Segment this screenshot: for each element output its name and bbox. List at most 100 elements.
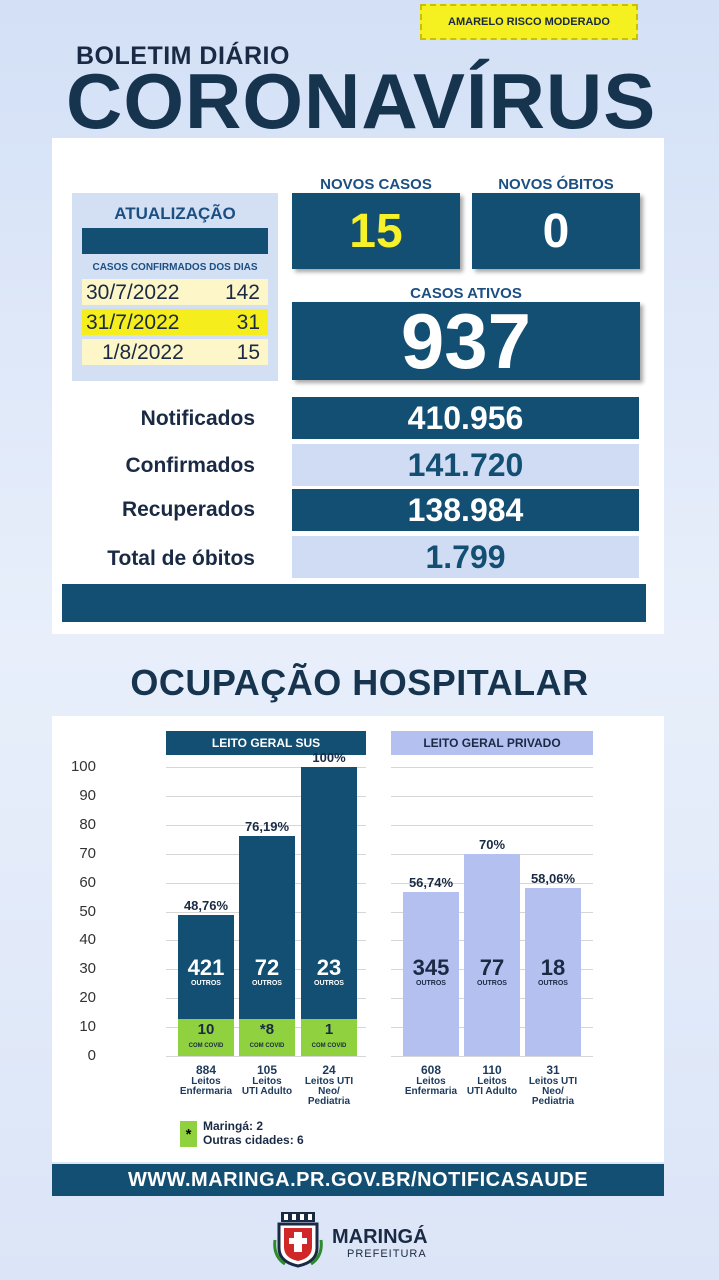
logo-subtitle: PREFEITURA — [347, 1248, 427, 1260]
site-url-link[interactable]: WWW.MARINGA.PR.GOV.BR/NOTIFICASAUDE — [52, 1164, 664, 1196]
logo-name: MARINGÁ — [332, 1226, 428, 1248]
daily-count: 142 — [224, 281, 260, 304]
y-tick-label: 70 — [79, 844, 96, 862]
daily-count: 31 — [236, 311, 260, 334]
maringa-crest-icon — [273, 1212, 323, 1268]
bed-count: 884 — [195, 1063, 217, 1077]
bulletin-subtitle: BOLETIM DIÁRIO — [76, 42, 290, 70]
bar-percent-label: 100% — [312, 750, 346, 765]
bar-percent-label: 76,19% — [244, 818, 290, 834]
bed-count: 110 — [482, 1063, 502, 1077]
x-axis-label: 31 Leitos UTI Neo/Pediatria — [520, 1064, 586, 1107]
bed-count: 24 — [322, 1063, 336, 1077]
bar-outros-label: OUTROS — [538, 979, 568, 987]
daily-row: 31/7/2022 31 — [82, 309, 268, 335]
chart-bar: 77 OUTROS — [464, 853, 520, 1056]
bar-outros-value: 77 — [479, 954, 505, 980]
daily-date: 1/8/2022 — [102, 341, 184, 364]
grid-line — [391, 824, 593, 826]
covid-label: COM COVID — [311, 1043, 347, 1049]
bed-type-label: Leitos UTI — [304, 1076, 354, 1087]
daily-date: 30/7/2022 — [86, 281, 180, 304]
summary-footer-bar — [62, 584, 646, 622]
y-tick-label: 20 — [79, 989, 96, 1007]
y-tick-label: 40 — [79, 931, 96, 949]
bar-outros-value: 421 — [187, 954, 225, 980]
update-title: ATUALIZAÇÃO — [114, 204, 236, 223]
bar-outros-label: OUTROS — [477, 979, 507, 987]
covid-note-icon: * — [180, 1121, 197, 1147]
stat-value-obitos: 1.799 — [292, 536, 639, 578]
y-tick-label: 0 — [87, 1047, 96, 1064]
update-caption: CASOS CONFIRMADOS DOS DIAS — [92, 262, 258, 273]
page-title: CORONAVÍRUS — [66, 57, 657, 145]
grid-line — [166, 824, 366, 826]
sus-header: LEITO GERAL SUS — [166, 731, 366, 755]
bed-type-label: UTI Adulto — [466, 1086, 518, 1097]
hospital-title: OCUPAÇÃO HOSPITALAR — [130, 662, 589, 703]
daily-row: 1/8/2022 15 — [82, 339, 268, 365]
risk-level-badge: AMARELO RISCO MODERADO — [420, 4, 638, 40]
y-tick-label: 10 — [79, 1018, 96, 1036]
note-outras: Outras cidades: 6 — [203, 1133, 304, 1147]
active-cases-label: CASOS ATIVOS — [410, 285, 522, 302]
covid-label: COM COVID — [249, 1043, 285, 1049]
chart-bar: 18 OUTROS — [525, 888, 581, 1056]
bar-outros-value: 345 — [412, 954, 450, 980]
bar-outros-label: OUTROS — [416, 979, 446, 987]
active-cases-value: 937 — [292, 297, 640, 385]
chart-bar: 345 OUTROS — [403, 892, 459, 1056]
new-deaths-label: NOVOS ÓBITOS — [498, 176, 614, 193]
bed-count: 31 — [546, 1063, 560, 1077]
y-tick-label: 60 — [79, 873, 96, 891]
stat-value-notificados: 410.956 — [292, 397, 639, 439]
grid-line — [391, 767, 593, 768]
bed-type-label: Neo/ — [542, 1086, 564, 1097]
daily-row: 30/7/2022 142 — [82, 279, 268, 305]
bed-type-label: Enfermaria — [404, 1086, 458, 1097]
stat-label-recuperados: Recuperados — [121, 498, 255, 521]
grid-line — [166, 795, 366, 797]
covid-label: COM COVID — [188, 1043, 224, 1049]
bed-type-label: Leitos — [416, 1076, 446, 1087]
grid-line — [166, 767, 366, 768]
chart-bar: 72 OUTROS — [239, 835, 295, 1019]
new-cases-value: 15 — [292, 193, 460, 269]
y-tick-label: 50 — [79, 902, 96, 920]
y-tick-label: 90 — [79, 786, 96, 804]
bar-outros-label: OUTROS — [191, 979, 221, 987]
bar-percent-label: 70% — [478, 836, 506, 852]
x-axis-label: 105 Leitos UTI Adulto — [234, 1064, 300, 1097]
y-tick-label: 80 — [79, 815, 96, 833]
covid-bar: 1 COM COVID — [301, 1019, 357, 1056]
covid-bar: *8 COM COVID — [239, 1019, 295, 1056]
bar-outros-label: OUTROS — [252, 979, 282, 987]
stat-value-recuperados: 138.984 — [292, 489, 639, 531]
stat-label-obitos: Total de óbitos — [107, 547, 255, 570]
bar-outros-value: 18 — [540, 954, 566, 980]
bed-type-label: Pediatria — [531, 1096, 575, 1107]
y-tick-label: 100 — [70, 758, 96, 775]
x-axis-label: 884 Leitos Enfermaria — [173, 1064, 239, 1097]
bed-count: 105 — [256, 1063, 278, 1077]
bar-percent-label: 58,06% — [530, 871, 576, 887]
bed-type-label: Enfermaria — [179, 1086, 233, 1097]
bed-type-label: Leitos — [191, 1076, 221, 1087]
x-axis-label: 24 Leitos UTI Neo/Pediatria — [296, 1064, 362, 1107]
y-tick-label: 30 — [79, 960, 96, 978]
privado-header: LEITO GERAL PRIVADO — [391, 731, 593, 755]
bed-type-label: Leitos — [477, 1076, 507, 1087]
grid-line — [391, 1056, 593, 1057]
covid-value: 10 — [197, 1021, 215, 1038]
chart-bar: 23 OUTROS — [301, 767, 357, 1019]
new-cases-label: NOVOS CASOS — [320, 176, 432, 193]
bed-type-label: Neo/ — [318, 1086, 340, 1097]
stat-value-confirmados: 141.720 — [292, 444, 639, 486]
stat-label-notificados: Notificados — [140, 407, 255, 430]
daily-count: 15 — [236, 341, 260, 364]
bed-type-label: Leitos UTI — [528, 1076, 578, 1087]
covid-value: *8 — [259, 1021, 275, 1038]
bed-type-label: Pediatria — [307, 1096, 351, 1107]
bed-count: 608 — [420, 1063, 442, 1077]
grid-line — [166, 1056, 366, 1057]
